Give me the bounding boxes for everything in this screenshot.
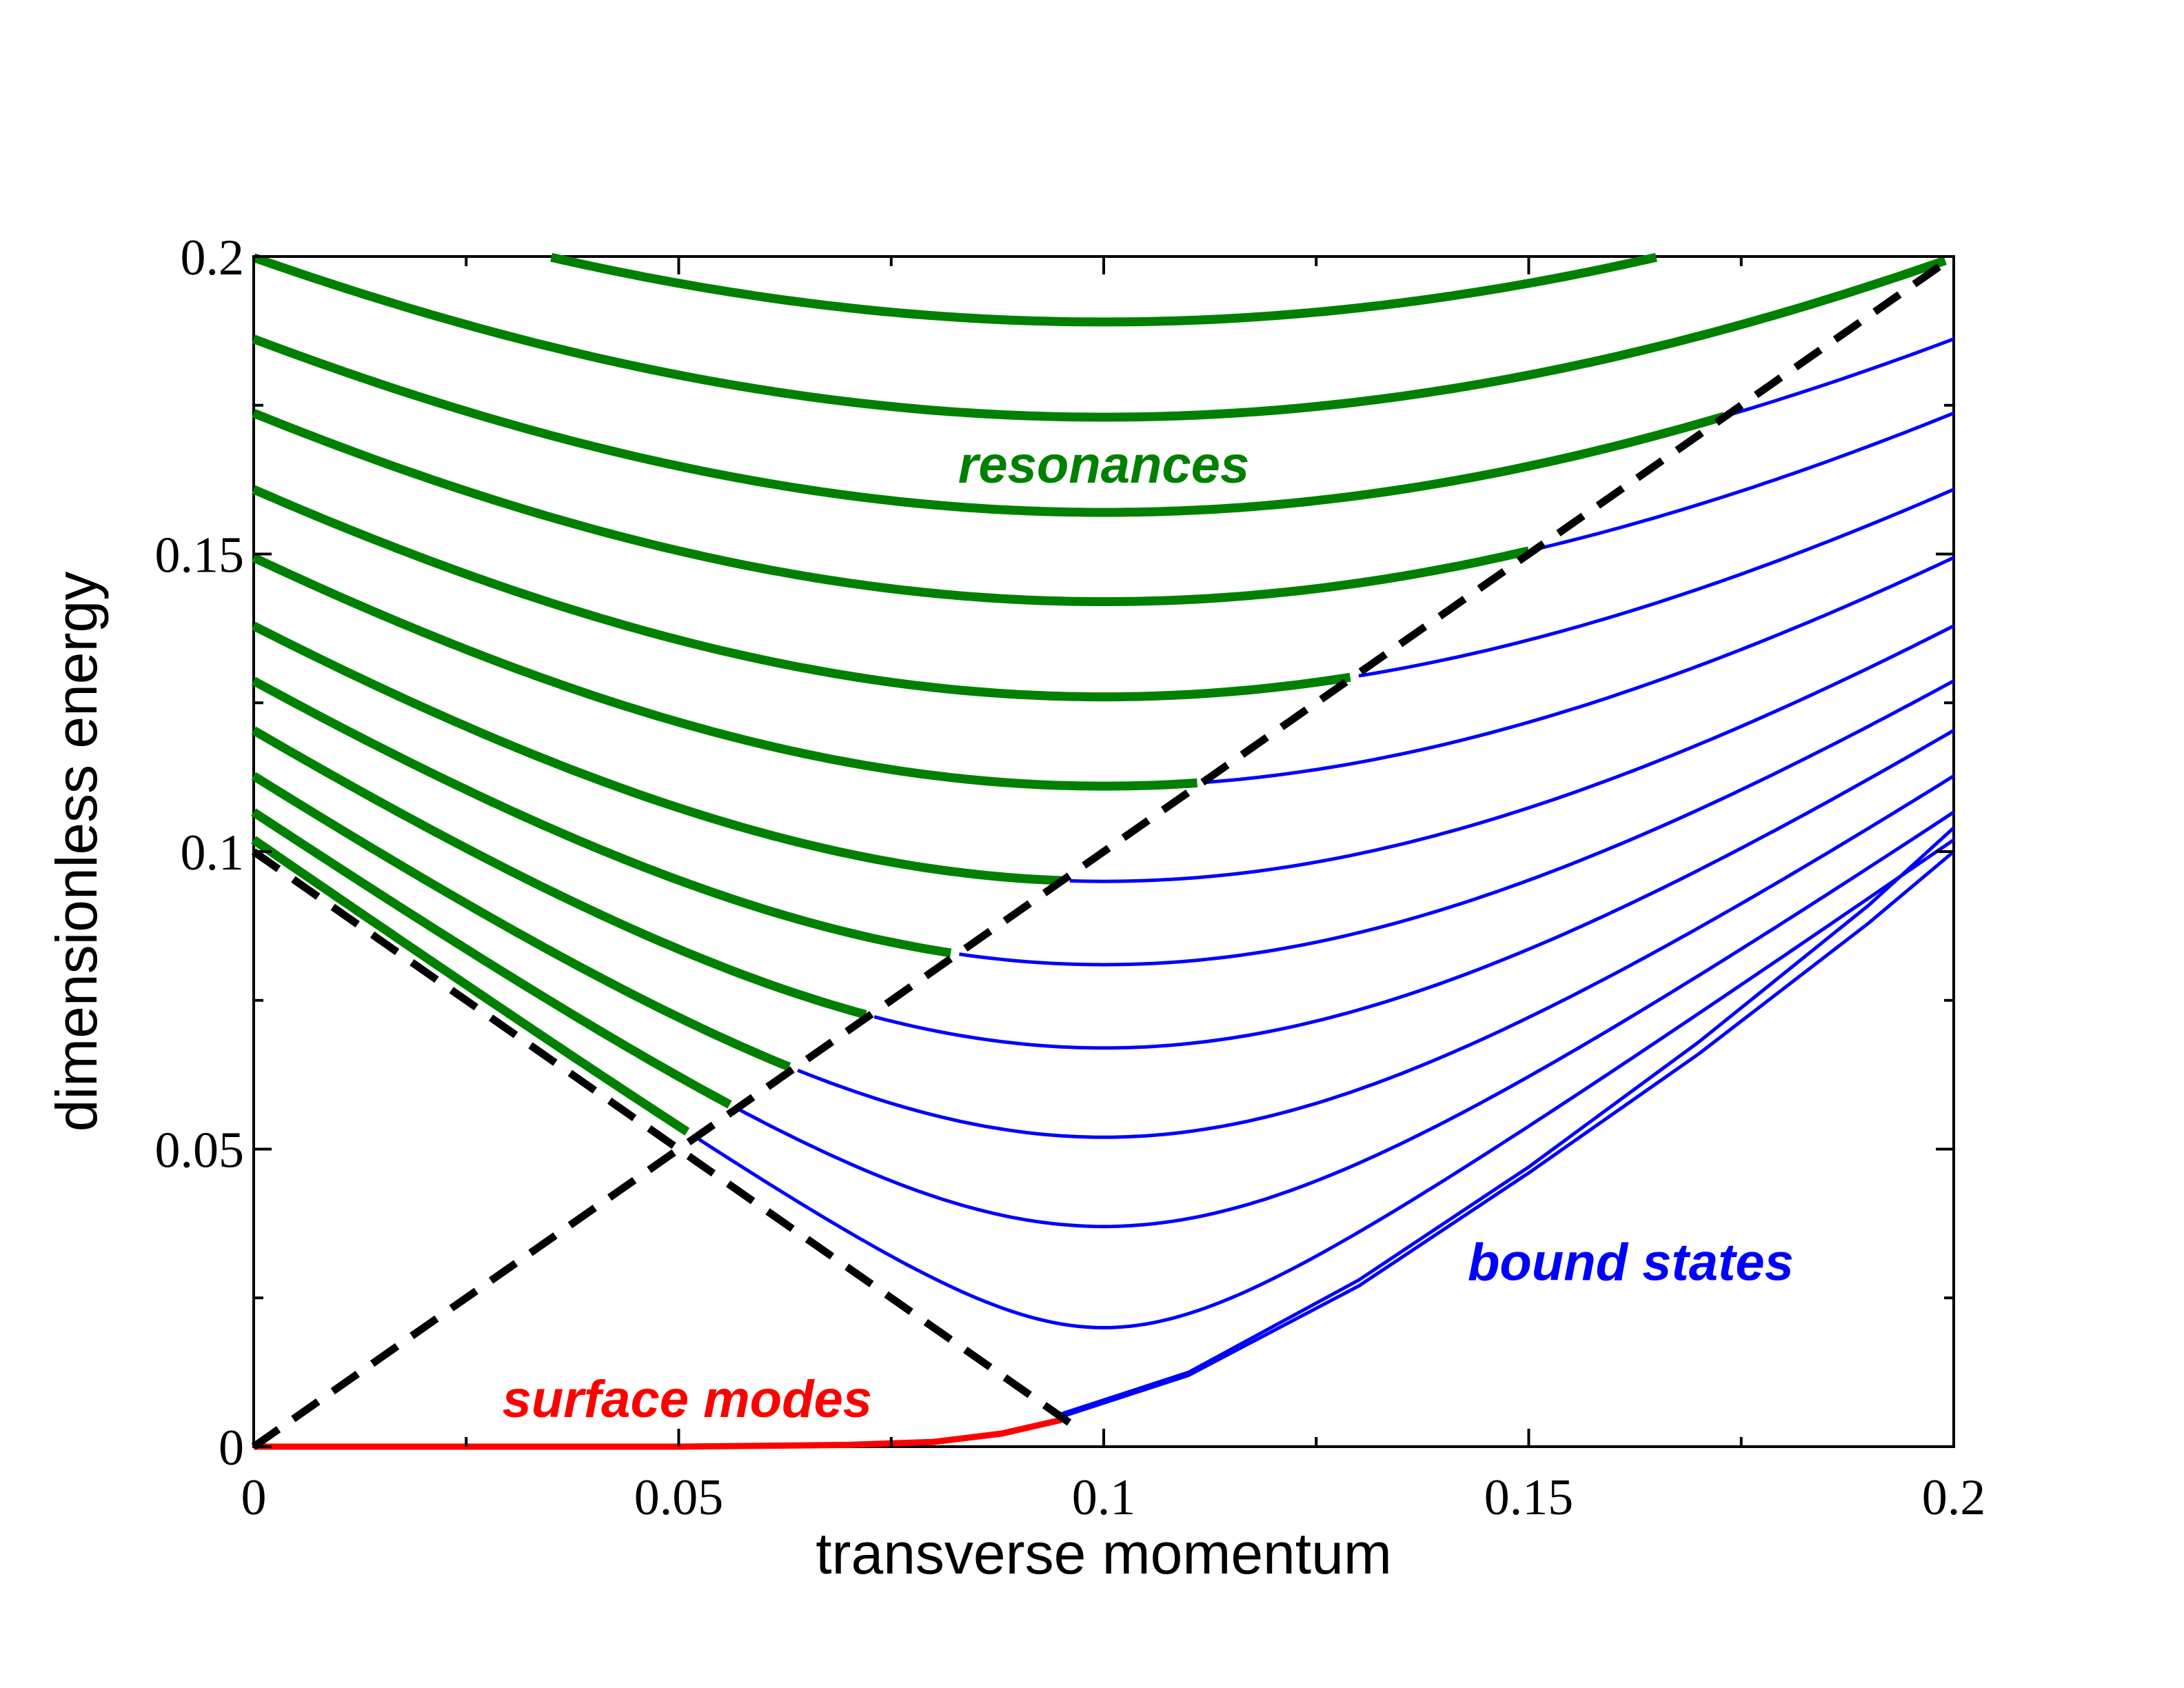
annotation-label: surface modes	[503, 1370, 872, 1429]
bound-state-curve	[694, 838, 1955, 1329]
bound-state-curve	[737, 810, 1955, 1229]
resonance-curve	[252, 553, 1198, 791]
bound-state-curve	[1732, 337, 1954, 416]
x-axis-label: transverse momentum	[816, 1521, 1392, 1586]
resonance-curve	[252, 409, 1530, 606]
bound-state-curve	[873, 729, 1955, 1050]
y-tick-label: 0.1	[181, 825, 245, 881]
bound-state-curve	[1060, 850, 1955, 1419]
resonance-curve	[251, 836, 690, 1136]
bound-state-curve	[1069, 624, 1955, 883]
threshold-dashed-line	[251, 253, 1957, 1450]
bound-state-curve	[1537, 411, 1954, 551]
y-tick-label: 0.05	[155, 1123, 245, 1179]
x-tick-label: 0.15	[1484, 1469, 1574, 1526]
series-group	[251, 252, 1957, 1450]
resonance-curve	[251, 676, 952, 958]
y-tick-label: 0.15	[155, 528, 245, 584]
x-tick-label: 0.2	[1922, 1469, 1986, 1526]
resonance-curve	[252, 621, 1062, 885]
resonance-curve	[251, 772, 791, 1072]
x-tick-label: 0.05	[634, 1469, 724, 1526]
threshold-dashed-line	[251, 848, 1081, 1432]
x-tick-label: 0.1	[1072, 1469, 1136, 1526]
resonance-curve	[252, 334, 1726, 517]
bound-state-curve	[797, 774, 1955, 1139]
annotation-label: resonances	[958, 436, 1249, 494]
annotations-group: resonances bound states surface modes	[503, 436, 1794, 1429]
resonance-curve	[251, 726, 867, 1019]
resonance-curve	[252, 253, 1947, 422]
bound-state-curve	[959, 679, 1955, 967]
resonance-curve	[251, 808, 732, 1109]
bound-state-curve	[1205, 556, 1955, 784]
x-tick-label: 0	[241, 1469, 267, 1526]
y-axis-label: dimensionless energy	[44, 572, 109, 1132]
bound-state-curve	[1358, 488, 1954, 678]
resonance-curve	[252, 485, 1351, 702]
annotation-label: bound states	[1468, 1233, 1794, 1292]
y-tick-label: 0.2	[181, 230, 245, 286]
y-tick-label: 0	[219, 1420, 244, 1476]
ticks-group	[252, 255, 1955, 1448]
tick-labels-group: 0 0.05 0.1 0.15 0.2 0 0.05 0.1 0.15 0.2	[155, 230, 1986, 1526]
bound-state-curve	[1060, 826, 1955, 1416]
resonance-curve	[550, 252, 1657, 327]
